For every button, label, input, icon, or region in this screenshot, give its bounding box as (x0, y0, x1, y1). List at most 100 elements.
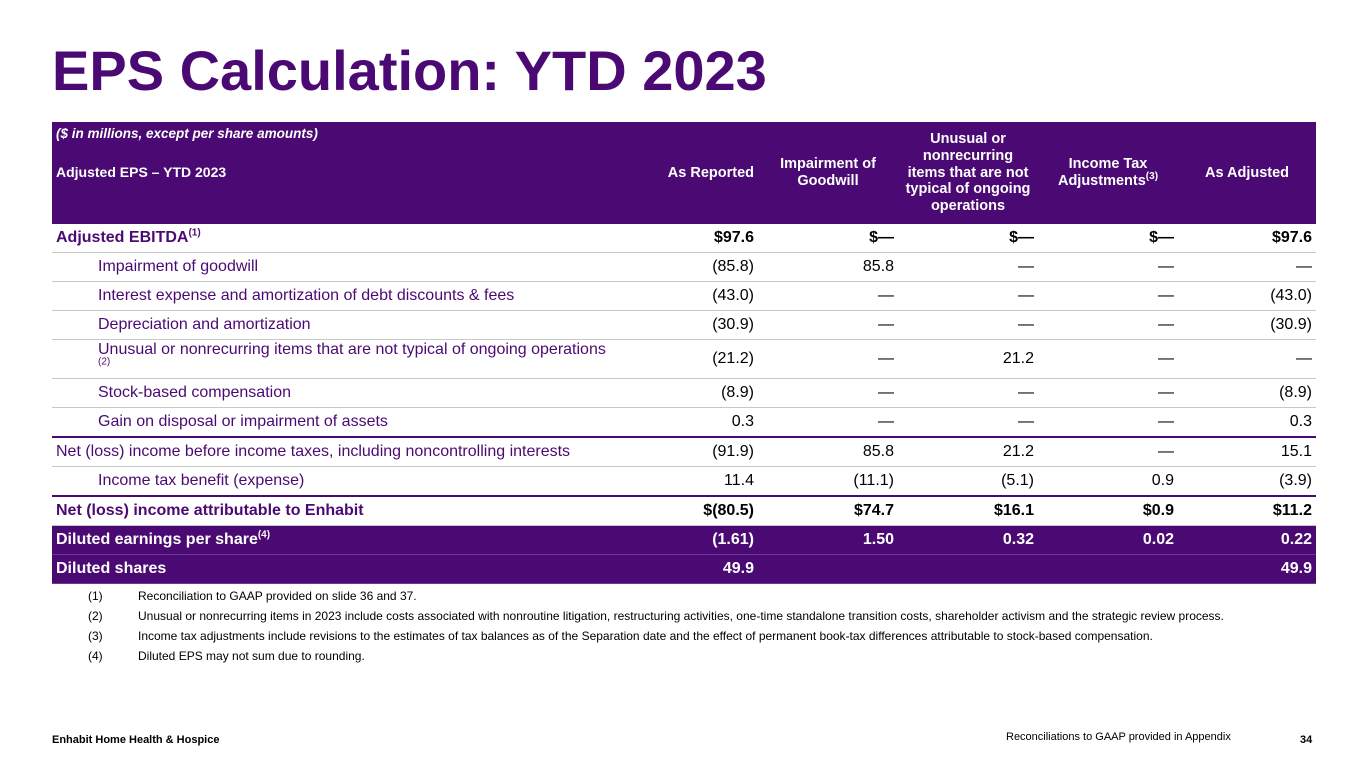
row-gain-on-disposal: Gain on disposal or impairment of assets… (52, 407, 1316, 438)
value-cell: 0.02 (1038, 525, 1178, 555)
value-cell: 85.8 (758, 436, 898, 467)
value-cell: (30.9) (618, 310, 758, 340)
table-header-row: ($ in millions, except per share amounts… (52, 122, 1316, 224)
row-depreciation: Depreciation and amortization (30.9) — — — (3… (52, 310, 1316, 340)
table-body: Adjusted EBITDA(1) $97.6 $— $— $— $97.6 Impair… (52, 224, 1316, 584)
value-cell: — (1038, 252, 1178, 282)
value-cell: $0.9 (1038, 495, 1178, 526)
row-interest-expense: Interest expense and amortization of deb… (52, 281, 1316, 311)
row-label-text: Diluted earnings per share (56, 531, 258, 548)
value-cell: — (898, 407, 1038, 438)
footnotes: (1) Reconciliation to GAAP provided on sl… (88, 586, 1318, 666)
row-label-text: Gain on disposal or impairment of assets (98, 413, 388, 430)
value-cell: 49.9 (618, 554, 758, 584)
row-label-text: Interest expense and amortization of deb… (98, 287, 515, 304)
value-cell: — (1038, 310, 1178, 340)
value-cell: 1.50 (758, 525, 898, 555)
footnote: (1) Reconciliation to GAAP provided on sl… (88, 586, 1318, 606)
value-cell: — (898, 281, 1038, 311)
row-label: Depreciation and amortization (52, 310, 618, 340)
value-cell: 0.9 (1038, 466, 1178, 497)
value-cell: 49.9 (1178, 554, 1316, 584)
row-label: Diluted earnings per share(4) (52, 525, 618, 555)
footnote: (4) Diluted EPS may not sum due to roundi… (88, 646, 1318, 666)
value-cell: — (1038, 339, 1178, 379)
footer-note: Reconciliations to GAAP provided in Appe… (1006, 731, 1231, 743)
value-cell: (43.0) (618, 281, 758, 311)
value-cell: — (1178, 252, 1316, 282)
page-number: 34 (1300, 734, 1313, 746)
row-label-text: Impairment of goodwill (98, 258, 259, 275)
row-label-footnote-ref: (1) (188, 227, 201, 239)
row-label: Unusual or nonrecurring items that are n… (52, 339, 618, 379)
row-label-text: Net (loss) income before income taxes, i… (56, 443, 571, 460)
footnote-text: Diluted EPS may not sum due to rounding. (138, 649, 365, 663)
row-label: Diluted shares (52, 554, 618, 584)
row-label: Gain on disposal or impairment of assets (52, 407, 618, 438)
header-impairment: Impairment of Goodwill (758, 122, 898, 224)
page-title: EPS Calculation: YTD 2023 (52, 39, 767, 102)
footnote-number: (4) (88, 649, 103, 663)
row-adjusted-ebitda: Adjusted EBITDA(1) $97.6 $— $— $— $97.6 (52, 224, 1316, 253)
value-cell: (30.9) (1178, 310, 1316, 340)
value-cell: — (898, 310, 1038, 340)
footnote-number: (1) (88, 589, 103, 603)
row-label-text: Unusual or nonrecurring items that are n… (98, 341, 606, 359)
row-unusual-items: Unusual or nonrecurring items that are n… (52, 339, 1316, 379)
row-label-footnote-ref: (2) (98, 356, 111, 368)
row-label-text: Adjusted EBITDA (56, 229, 189, 246)
value-cell: (8.9) (618, 378, 758, 408)
row-label: Net (loss) income attributable to Enhabi… (52, 495, 618, 526)
value-cell: (5.1) (898, 466, 1038, 497)
value-cell (1038, 554, 1178, 584)
value-cell: 0.3 (1178, 407, 1316, 438)
row-net-income-before-tax: Net (loss) income before income taxes, i… (52, 436, 1316, 467)
header-income-tax: Income Tax Adjustments(3) (1038, 122, 1178, 224)
value-cell: (3.9) (1178, 466, 1316, 497)
value-cell: $— (758, 224, 898, 253)
row-label-text: Stock-based compensation (98, 384, 291, 401)
row-diluted-shares: Diluted shares 49.9 49.9 (52, 554, 1316, 584)
value-cell: — (898, 378, 1038, 408)
row-label: Stock-based compensation (52, 378, 618, 408)
value-cell: — (758, 281, 898, 311)
footer-company: Enhabit Home Health & Hospice (52, 734, 220, 746)
value-cell: 0.22 (1178, 525, 1316, 555)
value-cell: $11.2 (1178, 495, 1316, 526)
footnote-text: Income tax adjustments include revisions… (138, 629, 1153, 643)
header-as-adjusted: As Adjusted (1178, 122, 1316, 224)
value-cell: 15.1 (1178, 436, 1316, 467)
value-cell: $16.1 (898, 495, 1038, 526)
value-cell: — (1038, 378, 1178, 408)
footnote-number: (2) (88, 609, 103, 623)
value-cell: — (898, 252, 1038, 282)
value-cell: — (758, 407, 898, 438)
value-cell: $97.6 (618, 224, 758, 253)
value-cell: — (1038, 436, 1178, 467)
value-cell: (11.1) (758, 466, 898, 497)
value-cell (898, 554, 1038, 584)
value-cell: (21.2) (618, 339, 758, 379)
row-diluted-eps: Diluted earnings per share(4) (1.61) 1.50 0… (52, 525, 1316, 555)
value-cell: — (758, 339, 898, 379)
footnote-text: Unusual or nonrecurring items in 2023 in… (138, 609, 1224, 623)
value-cell: (85.8) (618, 252, 758, 282)
value-cell: 85.8 (758, 252, 898, 282)
value-cell (758, 554, 898, 584)
table-note: ($ in millions, except per share amounts… (56, 126, 318, 141)
value-cell: — (1038, 407, 1178, 438)
value-cell: 21.2 (898, 436, 1038, 467)
value-cell: $(80.5) (618, 495, 758, 526)
value-cell: (8.9) (1178, 378, 1316, 408)
header-unusual-items: Unusual or nonrecurring items that are n… (898, 122, 1038, 224)
value-cell: — (758, 310, 898, 340)
row-label-text: Diluted shares (56, 560, 167, 577)
eps-table: ($ in millions, except per share amounts… (52, 122, 1316, 584)
value-cell: — (1038, 281, 1178, 311)
value-cell: (91.9) (618, 436, 758, 467)
row-label: Interest expense and amortization of deb… (52, 281, 618, 311)
header-income-tax-label: Income Tax Adjustments (1057, 156, 1148, 189)
table-subtitle: Adjusted EPS – YTD 2023 (56, 163, 227, 180)
row-label: Income tax benefit (expense) (52, 466, 618, 497)
row-label: Net (loss) income before income taxes, i… (52, 436, 618, 467)
